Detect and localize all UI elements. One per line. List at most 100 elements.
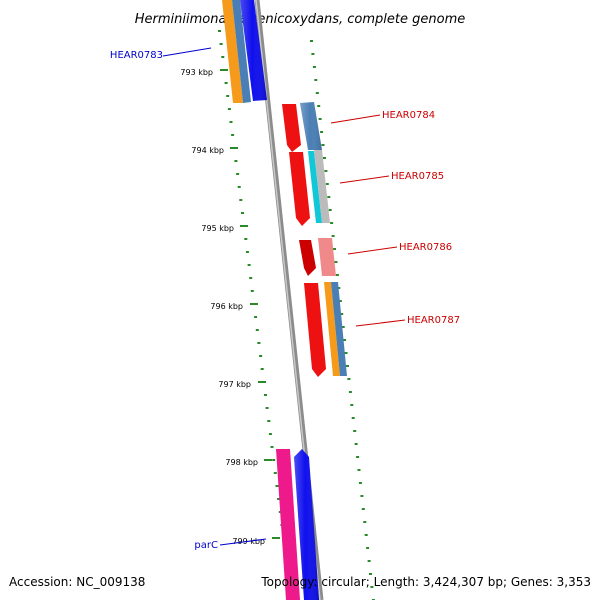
gene-hear0786-arrow[interactable]: [299, 240, 316, 276]
gc-dot: [311, 53, 315, 55]
tick-label: 796 kbp: [210, 302, 243, 311]
gc-dot: [254, 316, 258, 318]
topology-text: Topology: circular; Length: 3,424,307 bp…: [260, 575, 591, 589]
gc-dot: [350, 404, 354, 406]
label-hear0784[interactable]: HEAR0784: [330, 110, 435, 124]
gc-dot: [247, 264, 251, 266]
gc-dot: [337, 287, 341, 289]
gene-hear0786-group[interactable]: [299, 238, 336, 276]
gc-dot: [334, 261, 338, 263]
gene-parc-arrow[interactable]: [276, 449, 300, 600]
callout-line: [347, 246, 398, 255]
gc-dot: [270, 446, 274, 448]
gc-dot: [257, 342, 261, 344]
gc-dot: [277, 498, 281, 500]
gc-dot: [312, 66, 316, 68]
tick-798: 798 kbp: [225, 458, 272, 467]
tick-795: 795 kbp: [201, 224, 248, 233]
tick-797: 797 kbp: [218, 380, 266, 389]
gene-arrow-cyan[interactable]: [308, 151, 322, 223]
gc-dot: [344, 352, 348, 354]
gc-dot: [250, 290, 254, 292]
gc-dot: [221, 56, 225, 58]
gene-label-text[interactable]: HEAR0786: [399, 242, 452, 253]
gc-dot: [343, 339, 347, 341]
gene-arrow-grey[interactable]: [314, 150, 330, 223]
gc-dot: [314, 79, 318, 81]
gene-label-text[interactable]: parC: [194, 540, 218, 551]
label-hear0786[interactable]: HEAR0786: [347, 242, 452, 255]
gc-dot: [338, 300, 342, 302]
gc-dot: [360, 495, 364, 497]
gc-dot: [265, 407, 269, 409]
gc-dot: [335, 274, 339, 276]
gc-dot: [324, 170, 328, 172]
tick-label: 793 kbp: [180, 68, 213, 77]
gene-label-text[interactable]: HEAR0787: [407, 315, 460, 326]
gc-dot: [367, 560, 371, 562]
gc-content-dots-right: [310, 40, 375, 600]
gene-shade: [294, 449, 319, 600]
label-hear0787[interactable]: HEAR0787: [355, 315, 460, 327]
gc-dot: [310, 40, 313, 42]
gene-parc-group[interactable]: [276, 449, 319, 600]
gc-dot: [361, 508, 365, 510]
gene-hear0787-group[interactable]: [304, 282, 347, 377]
gene-hear0784-group[interactable]: [282, 102, 322, 152]
callout-line: [355, 319, 406, 327]
gc-dot: [325, 183, 329, 185]
gc-dot: [249, 277, 253, 279]
gc-dot: [333, 248, 336, 250]
gc-dot: [245, 251, 249, 253]
gene-hear0787-arrow[interactable]: [304, 283, 326, 377]
gc-dot: [272, 459, 276, 461]
gc-dot: [226, 95, 230, 97]
gene-label-text[interactable]: HEAR0785: [391, 171, 444, 182]
gc-dot: [255, 329, 259, 331]
callout-line: [339, 175, 390, 184]
gc-dot: [353, 430, 357, 432]
gene-arrow-orange[interactable]: [324, 282, 340, 376]
gc-dot: [356, 456, 360, 458]
gc-dot: [275, 485, 279, 487]
label-parc[interactable]: parC: [194, 538, 267, 551]
tick-label: 794 kbp: [191, 146, 224, 155]
gene-label-text[interactable]: HEAR0784: [382, 110, 435, 121]
gene-arrow-orange[interactable]: [222, 0, 243, 103]
gc-dot: [260, 368, 264, 370]
gc-dot: [237, 186, 241, 188]
gc-dot: [321, 144, 325, 146]
gc-dot: [231, 134, 235, 136]
gc-dot: [370, 586, 374, 588]
gc-dot: [341, 326, 345, 328]
gene-hear0785-arrow[interactable]: [289, 152, 310, 226]
gene-arrow-pink[interactable]: [318, 238, 336, 276]
gene-arrow-steelblue[interactable]: [232, 0, 251, 103]
tick-793: 793 kbp: [180, 68, 228, 77]
label-hear0785[interactable]: HEAR0785: [339, 171, 444, 184]
gc-dot: [340, 313, 344, 315]
gene-hear0784-arrow[interactable]: [282, 104, 301, 152]
gene-shade: [300, 102, 322, 150]
gc-dot: [348, 391, 352, 393]
tick-799: 799 kbp: [232, 537, 280, 546]
gc-dot: [363, 521, 367, 523]
gc-dot: [268, 433, 272, 435]
gc-dot: [331, 235, 335, 237]
gc-dot: [320, 131, 324, 133]
gc-dot: [346, 365, 349, 367]
gc-dot: [347, 378, 351, 380]
gene-hear0785-group[interactable]: [289, 150, 330, 226]
gene-label-text[interactable]: HEAR0783: [110, 50, 163, 61]
gc-dot: [354, 443, 358, 445]
gc-dot: [358, 482, 362, 484]
gc-dot: [328, 209, 332, 211]
gene-arrow-steelblue[interactable]: [331, 282, 347, 376]
label-hear0783[interactable]: HEAR0783: [110, 47, 212, 61]
gc-dot: [351, 417, 355, 419]
tick-794: 794 kbp: [191, 146, 238, 155]
tick-label: 795 kbp: [201, 224, 234, 233]
gene-hear0783-group[interactable]: [222, 0, 267, 103]
gc-dot: [264, 394, 267, 396]
